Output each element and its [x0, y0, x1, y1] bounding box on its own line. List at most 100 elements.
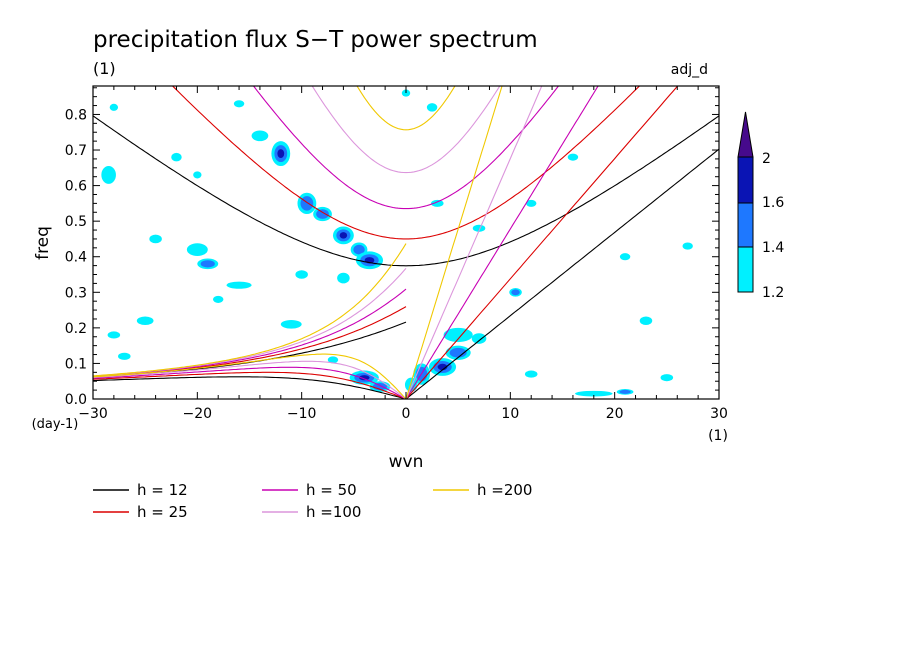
contour-blob-15-level-1 — [107, 331, 121, 339]
y-axis-unit: (day-1) — [32, 417, 79, 432]
contour-blob-34-level-1 — [524, 370, 538, 378]
contour-blob-45-level-1 — [619, 253, 631, 261]
curve-ig-h25 — [171, 86, 641, 240]
curve-mrg-h200 — [93, 243, 407, 377]
contour-blob-20-level-1 — [109, 103, 119, 111]
y-tick-label: 0.7 — [65, 143, 87, 159]
contour-blob-29-level-1 — [426, 103, 438, 112]
curve-ig-h12 — [93, 115, 719, 267]
chart-subtitle-left: (1) — [93, 59, 116, 78]
curve-ig-h200 — [356, 86, 456, 131]
curve-mrg-h25 — [93, 306, 407, 378]
colorbar-label: 1.2 — [762, 285, 784, 301]
curve-kelvin-h100 — [405, 86, 543, 399]
dispersion-curves — [93, 86, 719, 399]
contour-blob-39-level-1 — [660, 374, 674, 382]
contour-blob-25-level-2 — [449, 347, 467, 358]
x-axis: −30 −20 −10 0 10 20 30 — [78, 86, 728, 422]
colorbar-segment — [737, 202, 754, 248]
contour-blob-43-level-1 — [193, 171, 202, 179]
curve-rossby-h200 — [93, 353, 407, 399]
contour-blob-18-level-1 — [212, 295, 224, 303]
curve-rossby-h25 — [93, 371, 407, 399]
curve-rossby-h100 — [93, 360, 407, 399]
colorbar-segment — [737, 246, 754, 293]
curve-kelvin-h12 — [405, 148, 719, 399]
y-tick-label: 0.5 — [65, 214, 87, 230]
contour-blob-10-level-1 — [149, 234, 162, 244]
legend: h = 12 h = 25 h = 50 h =100 h =200 — [93, 481, 532, 521]
contour-blob-1-level-1 — [251, 130, 269, 142]
contour-blob-41-level-1 — [404, 377, 418, 392]
y-tick-label: 0.3 — [65, 285, 87, 301]
contour-blob-30-level-1 — [401, 89, 411, 97]
y-tick-label: 0.8 — [65, 107, 87, 123]
legend-label: h = 12 — [137, 481, 188, 499]
colorbar-segment — [737, 156, 754, 205]
contour-blob-12-level-1 — [171, 152, 182, 162]
plot-frame — [92, 85, 720, 400]
contour-blob-35-level-1 — [575, 390, 613, 397]
contour-blob-7-level-1 — [337, 272, 350, 284]
contour-blob-31-level-1 — [431, 199, 444, 207]
y-tick-label: 0.4 — [65, 250, 87, 266]
colorbar-label: 1.6 — [762, 195, 784, 211]
y-tick-label: 0.6 — [65, 179, 87, 195]
curve-rossby-h50 — [93, 366, 407, 399]
contour-blob-37-level-1 — [639, 316, 653, 326]
y-tick-label: 0.2 — [65, 321, 87, 337]
contour-blob-21-level-3 — [359, 375, 370, 381]
curve-rossby-h12 — [93, 376, 407, 399]
contour-blob-4-level-3 — [339, 232, 348, 239]
x-tick-label: 30 — [710, 406, 728, 422]
contour-blob-38-level-1 — [682, 242, 693, 250]
contour-blob-19-level-1 — [233, 100, 245, 108]
contour-blob-44-level-1 — [567, 153, 579, 161]
x-tick-label: 0 — [402, 406, 411, 422]
colorbar-label: 2 — [762, 151, 771, 167]
curve-ig-h50 — [252, 86, 560, 210]
x-tick-label: −10 — [287, 406, 317, 422]
chart-subtitle-right: adj_d — [671, 62, 708, 78]
contour-blob-13-level-1 — [226, 281, 252, 289]
contour-blob-33-level-1 — [525, 199, 537, 207]
contour-blob-36-level-2 — [619, 389, 631, 394]
curve-kelvin-h200 — [405, 86, 503, 399]
contour-blob-26-level-1 — [443, 327, 473, 343]
x-tick-label: −30 — [78, 406, 108, 422]
y-axis-label: freq — [33, 226, 53, 260]
y-tick-label: 0.0 — [65, 392, 87, 408]
y-axis: 0.0 0.1 0.2 0.3 0.4 0.5 0.6 0.7 0.8 — [65, 87, 719, 408]
contour-blob-32-level-1 — [472, 224, 486, 232]
contour-blob-0-level-3 — [277, 149, 285, 159]
x-tick-label: 10 — [501, 406, 519, 422]
contour-blob-14-level-1 — [136, 316, 154, 326]
contour-blob-3-level-2 — [316, 209, 329, 219]
legend-label: h = 50 — [306, 481, 357, 499]
contour-blobs — [101, 89, 693, 397]
contour-blob-27-level-1 — [471, 333, 487, 344]
contour-blob-5-level-2 — [353, 244, 365, 255]
contour-blob-8-level-1 — [186, 243, 208, 257]
x-tick-label: −20 — [183, 406, 213, 422]
contour-blob-16-level-1 — [118, 352, 131, 360]
curve-kelvin-h25 — [405, 86, 679, 399]
legend-label: h = 25 — [137, 503, 188, 521]
x-tick-label: 20 — [606, 406, 624, 422]
legend-label: h =100 — [306, 503, 361, 521]
contour-blob-9-level-2 — [200, 260, 215, 268]
contour-blob-17-level-1 — [280, 320, 302, 329]
chart-title: precipitation flux S−T power spectrum — [93, 27, 538, 53]
contour-blob-42-level-1 — [327, 356, 339, 364]
colorbar-label: 1.4 — [762, 240, 784, 256]
x-axis-unit: (1) — [708, 428, 728, 444]
x-axis-label: wvn — [389, 452, 424, 472]
legend-label: h =200 — [477, 481, 532, 499]
colorbar-top-triangle — [737, 111, 754, 158]
colorbar: 1.2 1.4 1.6 2 — [737, 111, 784, 301]
curve-ig-h100 — [311, 86, 501, 174]
contour-blob-2-level-2 — [300, 196, 314, 211]
contour-blob-40-level-1 — [295, 270, 308, 279]
curve-kelvin-h50 — [405, 86, 599, 399]
